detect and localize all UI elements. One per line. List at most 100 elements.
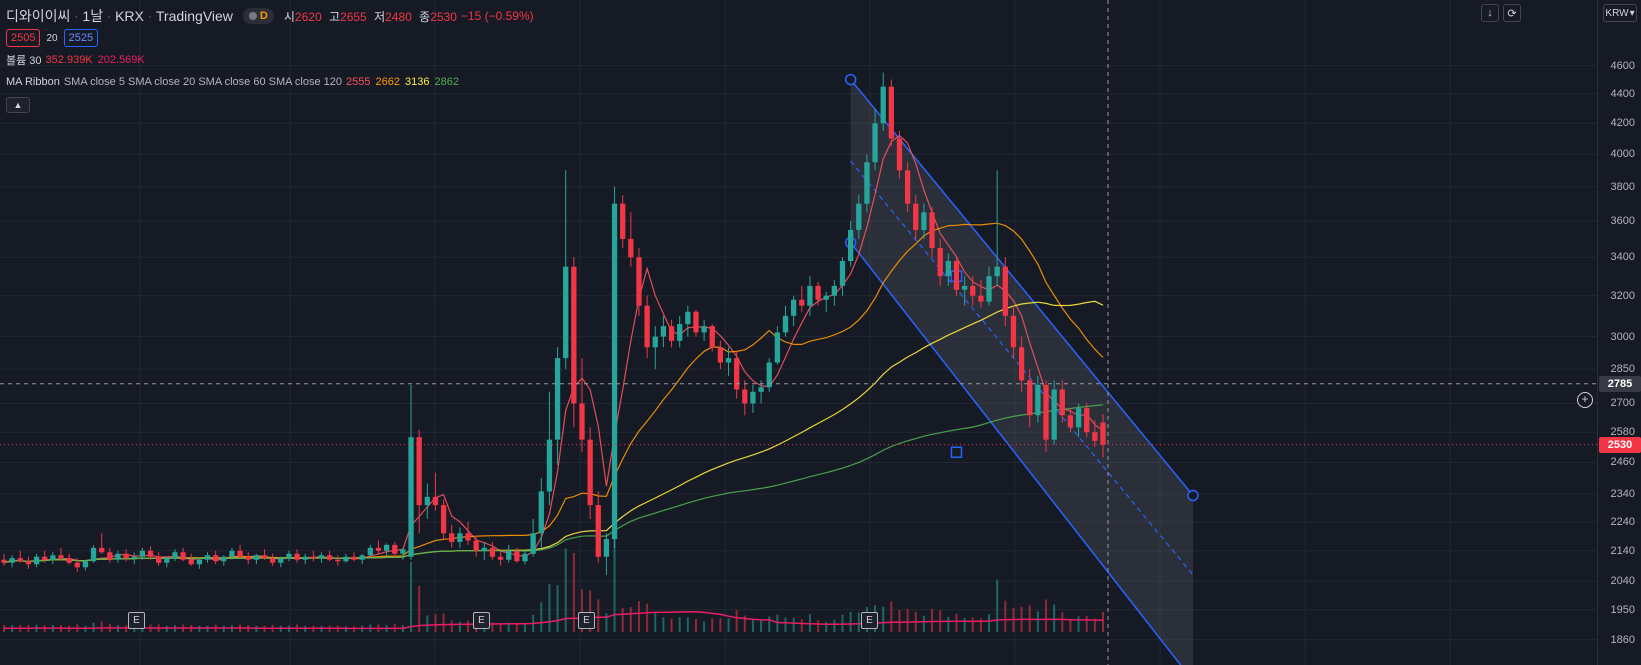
ma20-value: 2662	[375, 76, 400, 88]
candle-body	[1, 559, 7, 563]
volume-bar	[792, 617, 795, 632]
close-value: 2530	[430, 9, 457, 24]
candle-body	[82, 561, 89, 568]
volume-value-1: 352.939K	[45, 54, 93, 66]
volume-bar	[589, 590, 592, 632]
channel-handle	[950, 446, 963, 458]
ma-ribbon-indicator-row[interactable]: MA Ribbon SMA close 5 SMA close 20 SMA c…	[6, 71, 534, 93]
candle-body	[245, 556, 251, 560]
candle-body	[42, 556, 48, 560]
candle-body	[799, 299, 805, 306]
volume-indicator-row[interactable]: 볼륨 30 352.939K 202.569K	[6, 49, 534, 71]
volume-bar	[988, 614, 991, 632]
price-tick-label: 3200	[1610, 289, 1635, 302]
exchange-label: KRX	[115, 8, 144, 24]
earnings-marker[interactable]: E	[578, 612, 595, 629]
price-tick-label: 3800	[1610, 180, 1635, 193]
candle-body	[465, 533, 471, 541]
volume-bar	[467, 620, 470, 632]
candle-body	[9, 558, 15, 563]
candle-body	[978, 295, 984, 302]
symbol-name[interactable]: 디와이이씨	[6, 8, 71, 24]
volume-bar	[1036, 611, 1039, 632]
candle-body	[506, 550, 512, 560]
volume-bar	[719, 618, 722, 632]
buy-price-button[interactable]: 2525	[63, 29, 99, 47]
candle-body	[1010, 315, 1017, 348]
volume-bar	[971, 617, 974, 632]
candle-body	[791, 299, 797, 316]
candle-body	[994, 266, 1000, 277]
sell-price-button[interactable]: 2505	[6, 29, 41, 47]
candle-body	[571, 266, 577, 404]
crosshair-and-lines	[0, 0, 1597, 665]
price-chart[interactable]	[0, 0, 1597, 665]
candle-body	[489, 547, 496, 557]
earnings-marker[interactable]: E	[473, 612, 490, 629]
refresh-button[interactable]: ⟳	[1503, 4, 1521, 22]
candle-body	[766, 362, 772, 388]
candle-body	[294, 553, 300, 560]
earnings-marker[interactable]: E	[861, 612, 878, 629]
candle-body	[286, 553, 292, 559]
currency-selector[interactable]: KRW ▾	[1603, 4, 1637, 22]
volume-indicator-name: 볼륨 30	[6, 55, 42, 67]
collapse-legend-button[interactable]: ▲	[6, 97, 30, 113]
candle-body	[58, 555, 64, 559]
volume-bar	[507, 622, 510, 632]
volume-bar	[825, 621, 828, 632]
volume-bar	[572, 552, 575, 632]
candle-body	[90, 547, 97, 562]
volume-bar	[524, 624, 527, 632]
candle-body	[99, 547, 105, 553]
price-axis[interactable]: 4600 4400 4200 4000 3800 3600 3400 3200 3000 2850…	[1597, 0, 1641, 665]
ma120-value: 2862	[434, 76, 459, 88]
price-tick-label: 1950	[1610, 603, 1635, 616]
volume-bar	[442, 613, 445, 632]
volume-bar	[1093, 618, 1096, 632]
volume-bar	[418, 585, 421, 632]
earnings-marker[interactable]: E	[128, 612, 145, 629]
separator-dot: ·	[147, 9, 152, 23]
candle-body	[929, 212, 935, 249]
candle-body	[847, 229, 854, 262]
interval-label[interactable]: 1날	[82, 8, 104, 24]
candle-body	[408, 437, 414, 557]
high-label: 고	[328, 9, 341, 24]
candle-body	[497, 556, 504, 560]
candle-body	[880, 86, 886, 124]
price-tick-label: 3600	[1610, 215, 1635, 228]
volume-bar	[1053, 604, 1056, 632]
ma5-value: 2555	[346, 76, 371, 88]
volume-bar	[849, 611, 852, 632]
candle-body	[196, 559, 203, 565]
last-price-badge: 2530	[1599, 436, 1641, 453]
candle-body	[383, 544, 390, 551]
chevron-up-icon: ▲	[13, 100, 23, 110]
candle-body	[660, 326, 667, 337]
candle-body	[677, 324, 683, 341]
market-status-pill[interactable]: D	[242, 8, 274, 24]
price-tick-label: 3000	[1610, 330, 1635, 343]
candle-body	[123, 553, 129, 559]
market-status-letter: D	[259, 10, 268, 22]
volume-bar	[963, 618, 966, 632]
volume-bar	[727, 618, 730, 632]
volume-bar	[841, 614, 844, 632]
candle-body	[1084, 408, 1090, 433]
candle-body	[685, 311, 691, 325]
candle-body	[1100, 422, 1106, 445]
candle-body	[644, 305, 650, 348]
download-arrow-button[interactable]: ↓	[1481, 4, 1499, 22]
candle-body	[1002, 266, 1008, 316]
volume-bar	[1004, 600, 1007, 632]
add-alert-plus-button[interactable]: +	[1577, 392, 1593, 408]
volume-bar	[540, 602, 543, 632]
volume-bar	[198, 625, 201, 632]
volume-bar	[931, 608, 934, 632]
candle-body	[343, 556, 349, 562]
candle-body	[595, 505, 601, 557]
candle-body	[269, 558, 276, 563]
chart-pane[interactable]: 디와이이씨 · 1날 · KRX · TradingView D 시2620 고…	[0, 0, 1597, 665]
